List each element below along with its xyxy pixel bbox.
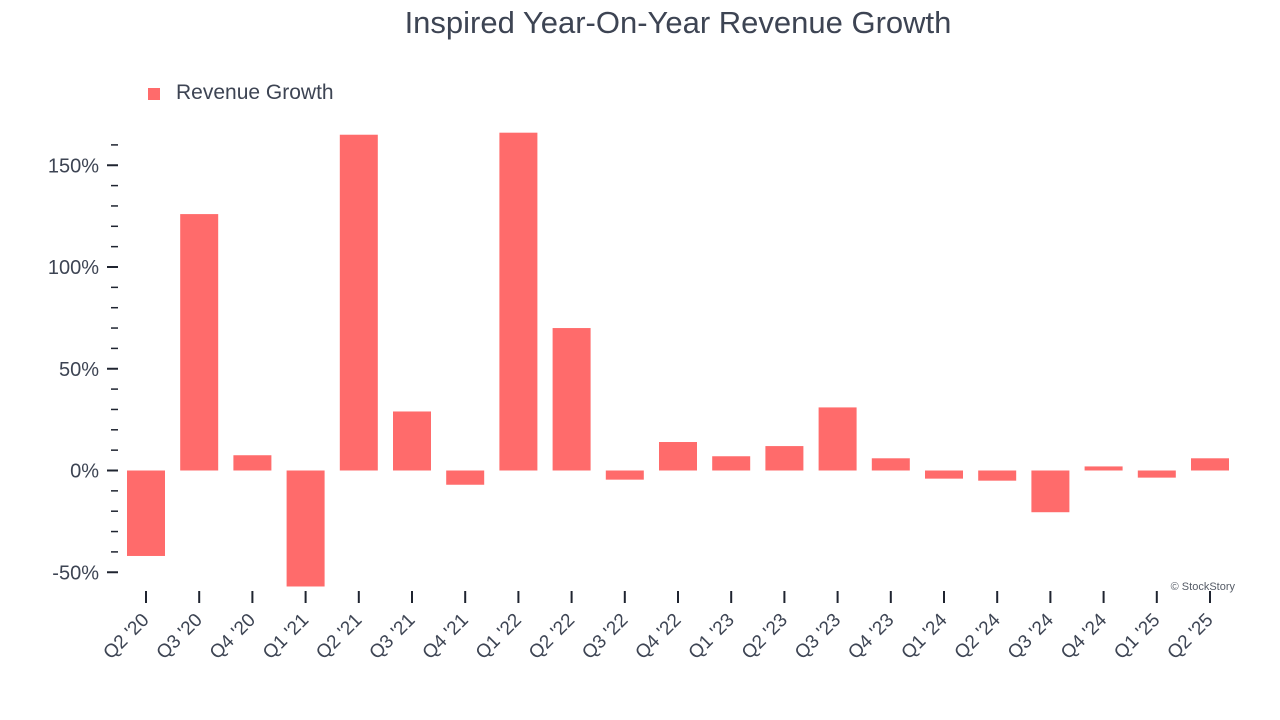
x-tick-label: Q3 '20 — [153, 610, 207, 664]
x-tick-label: Q2 '21 — [312, 610, 366, 664]
x-tick-label: Q3 '21 — [366, 610, 420, 664]
legend-swatch — [148, 88, 160, 100]
bar — [765, 446, 804, 471]
y-tick-label: 50% — [59, 359, 99, 381]
bar — [127, 470, 165, 556]
y-tick-label: -50% — [52, 562, 99, 584]
x-tick-label: Q4 '23 — [844, 610, 898, 664]
bar — [871, 458, 910, 471]
x-axis: Q2 '20 Q3 '20 Q4 '20 Q1 '21 Q2 '21 Q3 '21 Q4 '… — [100, 591, 1218, 664]
bar — [1084, 466, 1123, 471]
bar — [499, 132, 538, 471]
bar — [446, 470, 485, 485]
bars — [127, 132, 1229, 587]
bar — [393, 411, 431, 471]
bar — [180, 214, 219, 471]
x-tick-label: Q4 '20 — [206, 610, 260, 664]
bar — [1137, 470, 1176, 478]
bar — [925, 470, 963, 479]
bar — [605, 470, 644, 480]
y-tick-label: 100% — [48, 257, 99, 279]
bar — [712, 456, 751, 471]
x-tick-label: Q1 '23 — [685, 610, 739, 664]
y-tick-label: 0% — [70, 461, 99, 483]
x-tick-label: Q4 '21 — [419, 610, 473, 664]
bar — [286, 470, 325, 587]
bar — [1191, 458, 1229, 471]
x-tick-label: Q2 '20 — [100, 610, 154, 664]
bar — [339, 134, 378, 471]
bar — [659, 442, 697, 471]
x-tick-label: Q1 '22 — [472, 610, 526, 664]
bar — [978, 470, 1017, 481]
x-tick-label: Q4 '24 — [1057, 609, 1111, 663]
y-tick-label: 150% — [48, 155, 99, 177]
bar — [818, 407, 857, 471]
bar — [552, 328, 591, 471]
credit-text: © StockStory — [1171, 581, 1236, 593]
legend-label: Revenue Growth — [176, 81, 334, 104]
x-tick-label: Q2 '23 — [738, 610, 792, 664]
x-tick-label: Q1 '25 — [1110, 610, 1164, 664]
x-tick-label: Q2 '25 — [1164, 610, 1218, 664]
x-tick-label: Q3 '24 — [1004, 609, 1058, 663]
x-tick-label: Q2 '22 — [525, 610, 579, 664]
x-tick-label: Q2 '24 — [951, 609, 1005, 663]
x-tick-label: Q4 '22 — [632, 610, 686, 664]
x-tick-label: Q1 '21 — [259, 610, 313, 664]
x-tick-label: Q3 '22 — [578, 610, 632, 664]
legend: Revenue Growth — [148, 81, 334, 104]
bar — [1031, 470, 1070, 513]
x-tick-label: Q3 '23 — [791, 610, 845, 664]
y-axis: -50% 0% 50% 100% 150% — [48, 144, 118, 584]
bar — [233, 455, 272, 471]
chart-title: Inspired Year-On-Year Revenue Growth — [405, 5, 952, 40]
x-tick-label: Q1 '24 — [898, 609, 952, 663]
